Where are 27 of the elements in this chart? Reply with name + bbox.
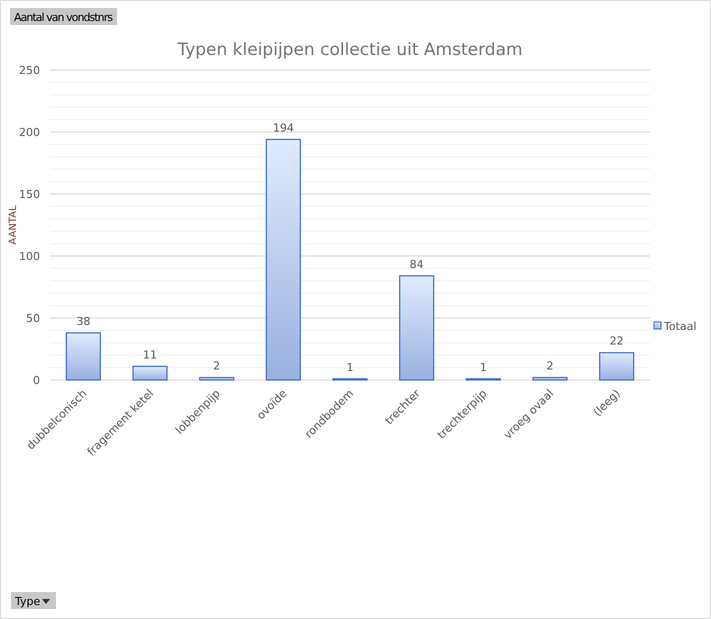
y-tick-label: 250 [19, 64, 40, 77]
data-label: 2 [546, 360, 554, 373]
data-label: 194 [272, 121, 294, 134]
bar [132, 366, 168, 381]
y-tick-label: 100 [19, 250, 40, 263]
data-label: 38 [76, 314, 90, 328]
data-label: 22 [610, 334, 624, 348]
bar [599, 352, 634, 381]
bar [66, 332, 101, 381]
legend-label: Totaal [663, 320, 696, 333]
chart-title: Typen kleipijpen collectie uit Amsterdam [176, 40, 523, 60]
data-label: 2 [213, 360, 220, 373]
data-label: 1 [346, 360, 354, 374]
field-button: Aantal van vondstnrs [10, 8, 117, 25]
y-tick-label: 0 [33, 374, 40, 387]
y-tick-label: 50 [26, 312, 40, 325]
y-tick-label: 150 [19, 188, 40, 201]
data-label: 1 [480, 360, 487, 374]
bar [399, 275, 434, 381]
bar [199, 376, 234, 381]
data-label: 11 [143, 348, 157, 362]
text: Type [14, 595, 40, 608]
y-axis-title: AANTAL [8, 204, 19, 245]
y-tick-label: 200 [19, 126, 40, 139]
bar [266, 138, 301, 381]
data-label: 84 [410, 258, 424, 271]
bar [532, 376, 568, 381]
